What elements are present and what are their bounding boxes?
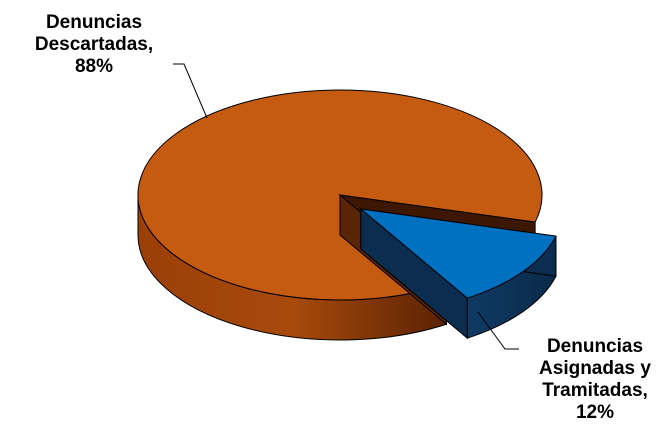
label-leader-lines <box>173 63 519 350</box>
data-label-1: Denuncias Descartadas, 88% <box>35 12 153 77</box>
leader-line-1 <box>173 63 208 119</box>
data-label-2-line-1: Denuncias <box>547 336 643 357</box>
data-label-2: Denuncias Asignadas y Tramitadas, 12% <box>539 336 651 423</box>
data-label-1-line-2: Descartadas, <box>35 34 153 55</box>
leader-line-2 <box>477 311 519 350</box>
data-label-1-line-1: Denuncias <box>46 12 142 33</box>
data-label-2-line-3: Tramitadas, <box>542 380 648 401</box>
data-label-2-line-4: 12% <box>576 402 614 423</box>
data-label-1-line-3: 88% <box>75 56 113 77</box>
data-labels: Denuncias Descartadas, 88%Denuncias Asignad… <box>35 12 652 423</box>
data-label-2-line-2: Asignadas y <box>539 358 651 379</box>
slice-asignadas-top <box>359 208 557 299</box>
slice-asignadas <box>359 207 557 340</box>
pie-slices <box>137 89 557 341</box>
